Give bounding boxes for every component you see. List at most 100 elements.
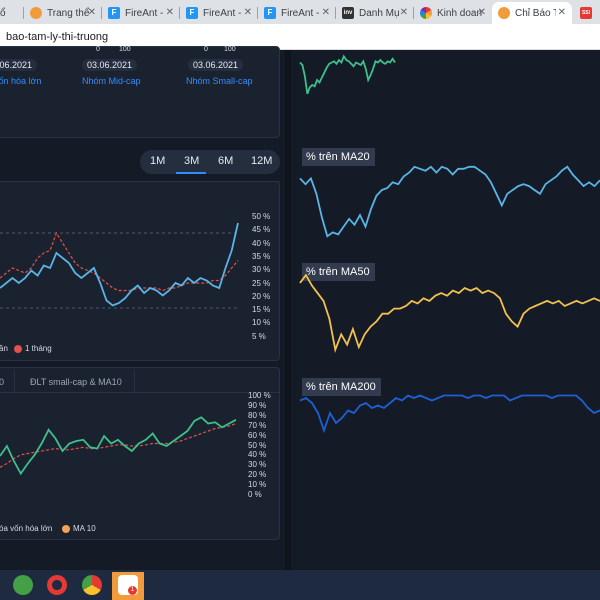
y-tick-label: 40 % [248, 450, 267, 460]
browser-tab-bar: ổ Trang thể ✕ F FireAnt - ✕ F FireAnt - … [0, 0, 600, 24]
tab-label: Chỉ Báo T [515, 7, 560, 19]
y-tick-label: 30 % [248, 460, 267, 470]
chart2-legend-label: óa vốn hóa lớn [0, 524, 53, 533]
date-badge: 03.06.2021 [82, 59, 138, 71]
scale-max: 100 [119, 46, 131, 53]
tab-label: FireAnt - [281, 7, 320, 19]
close-icon[interactable]: ✕ [321, 7, 330, 18]
chart1-legend-label[interactable]: 1 tháng [25, 344, 52, 353]
address-bar[interactable]: bao-tam-ly-thi-truong [0, 24, 600, 50]
tab-partial-label: ổ [0, 7, 6, 19]
y-tick-label: 70 % [248, 420, 267, 430]
ma20-title: % trên MA20 [302, 148, 375, 166]
date-badge: 03.06.2021 [188, 59, 244, 71]
tab-favicon-icon: F [108, 7, 120, 19]
breadth-line [299, 54, 396, 95]
chart2-tab[interactable]: ĐLT small-cap & MA10 [30, 377, 122, 387]
ma50-chart-svg [299, 273, 600, 353]
ma10-dashed-line [0, 422, 237, 468]
chart2-tab[interactable]: 0 [0, 377, 5, 387]
y-tick-label: 50 % [252, 212, 271, 221]
tab-label: FireAnt - [125, 7, 164, 19]
opera-icon[interactable] [47, 575, 67, 595]
tab-label: Kinh doan [437, 7, 483, 19]
range-button-1m[interactable]: 1M [150, 155, 166, 167]
tab-favicon-icon [498, 7, 510, 19]
browser-tab-active[interactable]: Chỉ Báo T ✕ [492, 2, 572, 24]
close-icon[interactable]: ✕ [555, 7, 566, 18]
y-tick-label: 100 % [248, 391, 271, 400]
notification-badge: 1 [128, 586, 137, 595]
browser-tab-5[interactable]: inv Danh Mụ ✕ [336, 2, 414, 24]
scale-max: 100 [224, 46, 236, 53]
y-tick-label: 50 % [248, 440, 267, 450]
scale-min: 0 [204, 46, 208, 53]
tab-label: FireAnt - [203, 7, 242, 19]
y-tick-label: 80 % [248, 410, 267, 420]
y-tick-label: 15 % [252, 305, 271, 315]
close-icon[interactable]: ✕ [477, 7, 486, 18]
ma20-line [299, 165, 600, 238]
scale-min: 0 [96, 46, 100, 53]
url-text[interactable]: bao-tam-ly-thi-truong [6, 31, 109, 43]
y-tick-label: 10 % [248, 480, 267, 490]
ma200-title: % trên MA200 [302, 378, 381, 396]
browser-tab-1[interactable]: Trang thể ✕ [24, 2, 102, 24]
browser-tab-6[interactable]: Kinh doan ✕ [414, 2, 492, 24]
range-selected-indicator [176, 172, 206, 174]
close-icon[interactable]: ✕ [399, 7, 408, 18]
top-right-chart-svg [299, 54, 396, 95]
tab-divider [14, 370, 15, 392]
ma50-title: % trên MA50 [302, 263, 375, 281]
y-tick-label: 0 % [248, 490, 262, 499]
y-tick-label: 40 % [252, 238, 271, 248]
range-button-3m[interactable]: 3M [184, 155, 200, 167]
chart2-svg [0, 416, 237, 476]
y-tick-label: 45 % [252, 225, 271, 235]
close-icon[interactable]: ✕ [165, 7, 174, 18]
close-icon[interactable]: ✕ [87, 7, 96, 18]
range-button-12m[interactable]: 12M [251, 155, 273, 167]
tab-favicon-icon: SSI [580, 7, 592, 19]
browser-tab-4[interactable]: F FireAnt - ✕ [258, 2, 336, 24]
y-tick-label: 30 % [252, 265, 271, 275]
ma200-line [299, 394, 600, 434]
browser-tab-2[interactable]: F FireAnt - ✕ [102, 2, 180, 24]
group-label: Nhóm Small-cap [186, 76, 253, 86]
tab-divider [134, 370, 135, 392]
group-label: vốn hóa lớn [0, 76, 42, 86]
chart2-legend-label[interactable]: MA 10 [73, 524, 96, 533]
range-selector: 1M 3M 6M 12M [140, 150, 280, 174]
tab-label: Trang thể [47, 7, 90, 19]
breadth-line [0, 222, 239, 307]
range-button-6m[interactable]: 6M [218, 155, 234, 167]
y-tick-label: 5 % [252, 331, 266, 341]
browser-tab-3[interactable]: F FireAnt - ✕ [180, 2, 258, 24]
browser-tab-8[interactable]: SSI [574, 2, 600, 24]
tab-favicon-icon: F [264, 7, 276, 19]
taskbar-app-icon[interactable] [13, 575, 33, 595]
tab-divider [0, 392, 280, 393]
tab-favicon-icon [30, 7, 42, 19]
chart2-panel [0, 367, 280, 540]
page-content: 0 100 0 100 03.06.2021 03.06.2021 03.06.… [0, 46, 600, 570]
y-tick-label: 25 % [252, 278, 271, 288]
legend-dot-icon [62, 525, 70, 533]
date-badge: 03.06.2021 [0, 59, 38, 71]
browser-tab-partial[interactable]: ổ [0, 2, 24, 24]
chart1-legend-label: ần [0, 344, 8, 353]
column-divider [285, 50, 291, 570]
y-tick-label: 20 % [248, 470, 267, 480]
tab-favicon-icon: inv [342, 7, 354, 19]
chrome-icon[interactable] [82, 575, 102, 595]
tab-favicon-icon: F [186, 7, 198, 19]
close-icon[interactable]: ✕ [243, 7, 252, 18]
ma200-chart-svg [299, 394, 600, 434]
tab-label: Danh Mụ [359, 7, 400, 19]
legend-dot-icon [14, 345, 22, 353]
ma50-line [299, 273, 600, 353]
ma20-chart-svg [299, 165, 600, 238]
y-tick-label: 60 % [248, 430, 267, 440]
y-tick-label: 20 % [252, 291, 271, 301]
y-tick-label: 10 % [252, 318, 271, 328]
